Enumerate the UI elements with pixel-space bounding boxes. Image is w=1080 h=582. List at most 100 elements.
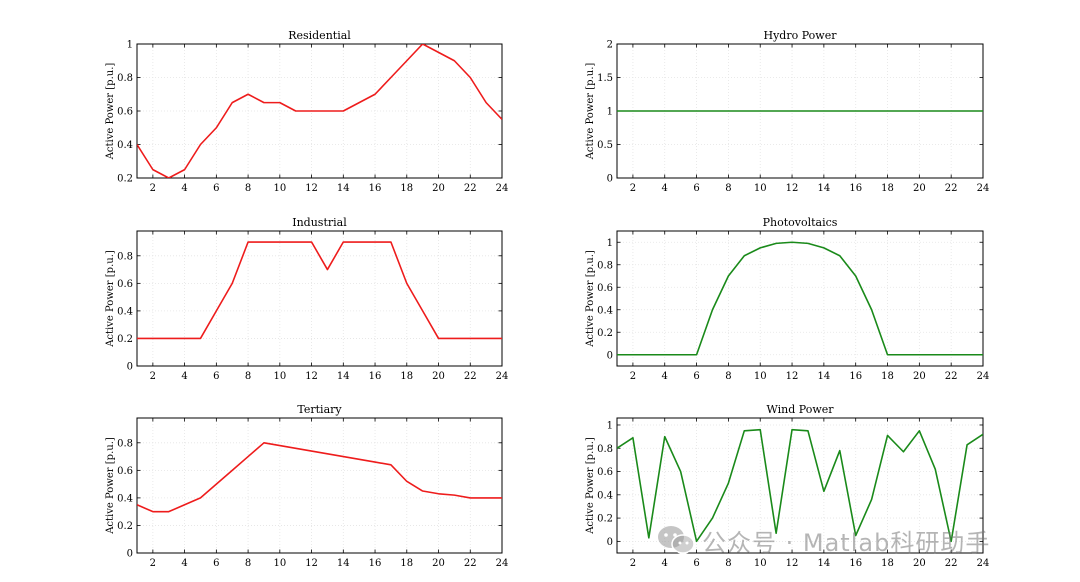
x-tick-label: 14 xyxy=(337,558,350,569)
y-tick-label: 0.2 xyxy=(597,514,613,525)
y-axis-label: Active Power [p.u.] xyxy=(585,437,596,535)
y-tick-label: 0.6 xyxy=(597,467,613,478)
x-tick-label: 10 xyxy=(754,558,767,569)
y-tick-label: 1 xyxy=(607,238,613,249)
x-tick-label: 24 xyxy=(496,183,509,194)
x-tick-label: 14 xyxy=(337,371,350,382)
chart-industrial: 2 4 6 8 10 12 14 16 18 20 22 2400.20.40.60.8Industr… xyxy=(105,216,508,382)
x-tick-label: 8 xyxy=(725,183,731,194)
x-tick-label: 22 xyxy=(945,183,958,194)
y-axis-label: Active Power [p.u.] xyxy=(585,250,596,348)
x-tick-label: 2 xyxy=(150,371,156,382)
y-tick-label: 1 xyxy=(127,40,133,51)
x-tick-label: 8 xyxy=(725,371,731,382)
x-tick-label: 18 xyxy=(881,183,894,194)
x-tick-label: 14 xyxy=(818,183,831,194)
x-tick-label: 10 xyxy=(754,183,767,194)
y-tick-label: 1 xyxy=(607,107,613,118)
chart-title: Tertiary xyxy=(297,403,342,416)
x-tick-label: 6 xyxy=(213,371,219,382)
x-tick-label: 16 xyxy=(849,558,862,569)
x-tick-label: 22 xyxy=(945,558,958,569)
x-tick-label: 12 xyxy=(786,183,799,194)
x-tick-label: 20 xyxy=(913,371,926,382)
y-tick-label: 0.6 xyxy=(117,279,133,290)
x-tick-label: 20 xyxy=(913,183,926,194)
x-tick-label: 8 xyxy=(245,183,251,194)
chart-residential: 2 4 6 8 10 12 14 16 18 20 22 240.20.40.60.81Residen… xyxy=(105,29,508,194)
series-line-wind-power xyxy=(617,428,983,543)
x-tick-label: 2 xyxy=(150,183,156,194)
x-tick-label: 6 xyxy=(693,183,699,194)
chart-tertiary: 2 4 6 8 10 12 14 16 18 20 22 2400.20.40.60.8Tertiar… xyxy=(105,403,508,569)
x-tick-label: 16 xyxy=(369,558,382,569)
x-tick-label: 16 xyxy=(849,371,862,382)
y-tick-label: 0.4 xyxy=(117,306,133,317)
chart-title: Wind Power xyxy=(766,403,834,416)
x-tick-label: 20 xyxy=(432,371,445,382)
y-tick-label: 0.4 xyxy=(597,305,613,316)
x-tick-label: 24 xyxy=(496,558,509,569)
x-tick-label: 2 xyxy=(630,183,636,194)
y-tick-label: 0.8 xyxy=(597,260,613,271)
y-tick-label: 0.4 xyxy=(117,493,133,504)
x-tick-label: 22 xyxy=(464,371,477,382)
x-tick-label: 12 xyxy=(305,558,318,569)
y-tick-label: 0.2 xyxy=(117,174,133,185)
y-tick-label: 0.8 xyxy=(597,444,613,455)
x-tick-label: 2 xyxy=(630,558,636,569)
x-tick-label: 10 xyxy=(273,371,286,382)
x-tick-label: 14 xyxy=(818,558,831,569)
series-line-photovoltaics xyxy=(617,241,983,356)
x-tick-label: 16 xyxy=(369,371,382,382)
x-tick-label: 24 xyxy=(496,371,509,382)
y-tick-label: 0.4 xyxy=(117,140,133,151)
x-tick-label: 24 xyxy=(977,183,990,194)
x-tick-label: 18 xyxy=(400,183,413,194)
x-tick-label: 16 xyxy=(849,183,862,194)
y-tick-label: 1.5 xyxy=(597,73,613,84)
y-tick-label: 0 xyxy=(127,362,133,373)
x-tick-label: 10 xyxy=(273,183,286,194)
y-tick-label: 0 xyxy=(127,549,133,560)
x-tick-label: 14 xyxy=(337,183,350,194)
chart-title: Photovoltaics xyxy=(763,216,838,229)
y-tick-label: 0 xyxy=(607,537,613,548)
x-tick-label: 4 xyxy=(181,371,187,382)
y-tick-label: 0.8 xyxy=(117,438,133,449)
series-line-residential xyxy=(137,44,502,178)
y-tick-label: 0.2 xyxy=(117,334,133,345)
y-tick-label: 0.4 xyxy=(597,490,613,501)
x-tick-label: 8 xyxy=(725,558,731,569)
x-tick-label: 22 xyxy=(464,183,477,194)
y-tick-label: 2 xyxy=(607,40,613,51)
x-tick-label: 6 xyxy=(213,558,219,569)
y-tick-label: 0.8 xyxy=(117,251,133,262)
x-tick-label: 18 xyxy=(881,371,894,382)
y-axis-label: Active Power [p.u.] xyxy=(105,250,116,348)
y-tick-label: 0 xyxy=(607,350,613,361)
x-tick-label: 20 xyxy=(913,558,926,569)
x-tick-label: 18 xyxy=(400,558,413,569)
chart-title: Industrial xyxy=(292,216,347,229)
y-tick-label: 0.2 xyxy=(117,521,133,532)
x-tick-label: 24 xyxy=(977,371,990,382)
plot-frame xyxy=(616,230,984,367)
x-tick-label: 20 xyxy=(432,558,445,569)
plot-frame xyxy=(136,417,503,554)
x-tick-label: 4 xyxy=(662,183,668,194)
x-tick-label: 20 xyxy=(432,183,445,194)
x-tick-label: 12 xyxy=(786,558,799,569)
chart-title: Hydro Power xyxy=(764,29,838,42)
x-tick-label: 6 xyxy=(693,371,699,382)
plot-frame xyxy=(136,230,503,367)
x-tick-label: 2 xyxy=(630,371,636,382)
chart-title: Residential xyxy=(288,29,351,42)
x-tick-label: 12 xyxy=(305,183,318,194)
x-tick-label: 6 xyxy=(693,558,699,569)
x-tick-label: 8 xyxy=(245,371,251,382)
y-tick-label: 0.6 xyxy=(597,283,613,294)
x-tick-label: 2 xyxy=(150,558,156,569)
watermark: 公众号 · Matlab科研助手 xyxy=(656,522,990,558)
